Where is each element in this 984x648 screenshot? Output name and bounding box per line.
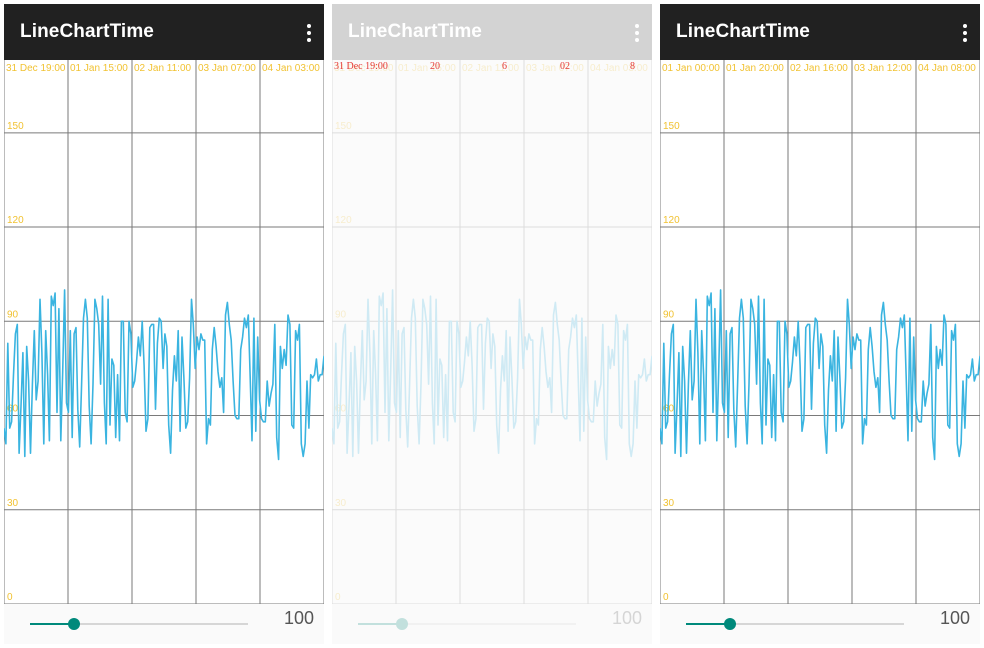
- slider-thumb[interactable]: [395, 618, 408, 630]
- chart-screen-2: LineChartTime 0 30 60 90 120 150 31 Dec 19:00 0…: [332, 4, 652, 644]
- x-tick-label: 04 Jan 03:00: [590, 63, 648, 74]
- y-tick-label: 60: [335, 404, 347, 415]
- overlay-label: 20: [430, 61, 440, 72]
- count-slider[interactable]: [30, 618, 248, 630]
- more-vert-icon[interactable]: [962, 24, 968, 42]
- y-tick-label: 0: [7, 592, 13, 603]
- chart-screen-1: LineChartTime 0 30 60 90 120 150 31 Dec 19:00 0…: [4, 4, 324, 644]
- y-tick-label: 150: [663, 121, 680, 132]
- y-tick-label: 120: [663, 215, 680, 226]
- bottom-controls: 100: [660, 604, 980, 644]
- x-tick-label: 04 Jan 08:00: [918, 63, 976, 74]
- overlay-label: 8: [630, 61, 635, 72]
- slider-fill: [358, 623, 402, 625]
- x-tick-label: 01 Jan 20:00: [726, 63, 784, 74]
- x-tick-label: 04 Jan 03:00: [262, 63, 320, 74]
- y-tick-label: 150: [7, 121, 24, 132]
- chart-screen-3: LineChartTime 0 30 60 90 120 150 01 Jan 00:00 0…: [660, 4, 980, 644]
- bottom-controls: 100: [332, 604, 652, 644]
- x-tick-label: 03 Jan 07:00: [198, 63, 256, 74]
- x-tick-label: 03 Jan 07:00: [526, 63, 584, 74]
- line-chart[interactable]: 0 30 60 90 120 150 01 Jan 00:00 01 Jan 20:00 02 …: [660, 60, 980, 604]
- series-line: [660, 289, 980, 461]
- more-vert-icon[interactable]: [306, 24, 312, 42]
- x-tick-label: 01 Jan 00:00: [662, 63, 720, 74]
- overlay-label: 6: [502, 61, 507, 72]
- count-slider[interactable]: [686, 618, 904, 630]
- series-line: [332, 289, 652, 461]
- bottom-controls: 100: [4, 604, 324, 644]
- x-tick-label: 31 Dec 19:00: [6, 63, 66, 74]
- y-tick-label: 30: [663, 498, 675, 509]
- series-line: [4, 289, 324, 461]
- slider-fill: [686, 623, 730, 625]
- overlay-label: 02: [560, 61, 570, 72]
- y-tick-label: 30: [335, 498, 347, 509]
- y-tick-label: 30: [7, 498, 19, 509]
- y-tick-label: 90: [335, 309, 347, 320]
- slider-value: 100: [283, 608, 314, 628]
- y-tick-label: 0: [663, 592, 669, 603]
- y-tick-label: 90: [663, 309, 675, 320]
- line-chart[interactable]: 0 30 60 90 120 150 31 Dec 19:00 01 Jan 15:00 02 …: [4, 60, 324, 604]
- slider-thumb[interactable]: [723, 618, 736, 630]
- overlay-axis-labels: 31 Dec 19:00 20 6 02 8: [332, 60, 652, 74]
- slider-fill: [30, 623, 74, 625]
- app-bar: LineChartTime: [660, 4, 980, 60]
- y-tick-label: 150: [335, 121, 352, 132]
- app-title: LineChartTime: [348, 21, 482, 42]
- x-tick-label: 02 Jan 16:00: [790, 63, 848, 74]
- y-tick-label: 120: [335, 215, 352, 226]
- app-title: LineChartTime: [20, 21, 154, 42]
- count-slider[interactable]: [358, 618, 576, 630]
- x-tick-label: 01 Jan 15:00: [398, 63, 456, 74]
- slider-value: 100: [939, 608, 970, 628]
- overlay-label: 31 Dec 19:00: [334, 61, 388, 72]
- app-bar: LineChartTime: [332, 4, 652, 60]
- app-title: LineChartTime: [676, 21, 810, 42]
- x-tick-label: 02 Jan 11:00: [462, 63, 520, 74]
- y-tick-label: 0: [335, 592, 341, 603]
- slider-value: 100: [611, 608, 642, 628]
- x-tick-label: 02 Jan 11:00: [134, 63, 192, 74]
- x-tick-label: 03 Jan 12:00: [854, 63, 912, 74]
- x-tick-label: 01 Jan 15:00: [70, 63, 128, 74]
- more-vert-icon[interactable]: [634, 24, 640, 42]
- line-chart[interactable]: 0 30 60 90 120 150 31 Dec 19:00 01 Jan 15:00 02 …: [332, 60, 652, 604]
- x-tick-label: 31 Dec 19:00: [334, 63, 394, 74]
- y-tick-label: 120: [7, 215, 24, 226]
- y-tick-label: 90: [7, 309, 19, 320]
- slider-thumb[interactable]: [67, 618, 80, 630]
- app-bar: LineChartTime: [4, 4, 324, 60]
